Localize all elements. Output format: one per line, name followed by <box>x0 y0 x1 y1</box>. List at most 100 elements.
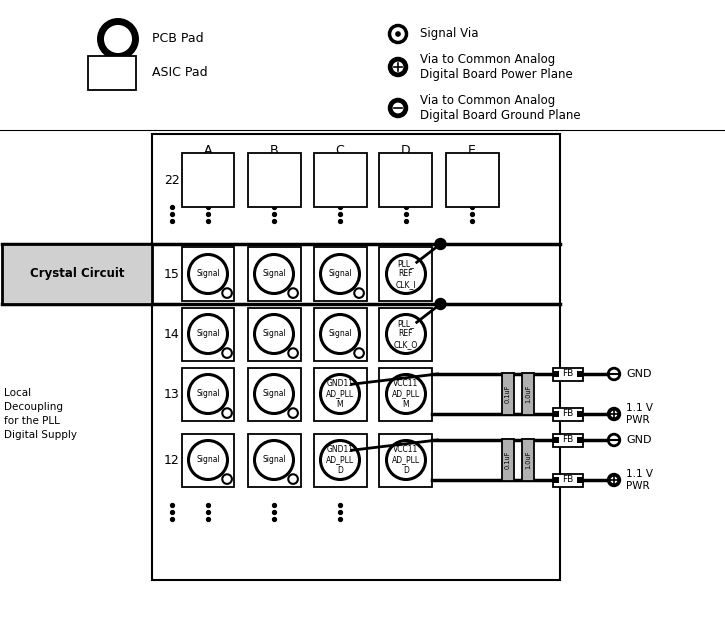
Circle shape <box>608 474 620 486</box>
Text: 22: 22 <box>164 174 180 187</box>
Text: 0.1uF: 0.1uF <box>505 451 511 469</box>
Bar <box>379 434 433 486</box>
Text: 15: 15 <box>164 267 180 281</box>
Text: Signal Via: Signal Via <box>420 27 478 40</box>
Circle shape <box>389 100 407 116</box>
Circle shape <box>223 408 232 418</box>
Bar <box>181 434 234 486</box>
Bar <box>553 411 560 417</box>
Circle shape <box>355 288 364 298</box>
Circle shape <box>320 315 360 353</box>
Text: Via to Common Analog
Digital Board Ground Plane: Via to Common Analog Digital Board Groun… <box>420 94 581 122</box>
Circle shape <box>355 348 364 358</box>
Text: Signal: Signal <box>196 389 220 399</box>
Text: C: C <box>336 144 344 157</box>
Text: E: E <box>468 144 476 157</box>
Text: FB: FB <box>563 409 573 419</box>
Bar <box>553 437 560 443</box>
Bar <box>313 368 367 420</box>
Text: Signal: Signal <box>328 330 352 338</box>
Circle shape <box>289 475 298 484</box>
Text: Signal: Signal <box>328 269 352 279</box>
Circle shape <box>289 288 298 298</box>
Circle shape <box>435 299 446 310</box>
Bar <box>522 373 534 415</box>
Bar <box>502 373 514 415</box>
Circle shape <box>101 22 136 57</box>
Circle shape <box>188 440 228 480</box>
Bar <box>2 244 152 304</box>
Text: Signal: Signal <box>262 455 286 465</box>
Bar <box>379 307 433 361</box>
Bar <box>181 368 234 420</box>
Bar <box>152 134 560 580</box>
Text: 1.0uF: 1.0uF <box>525 451 531 469</box>
Circle shape <box>188 315 228 353</box>
Bar <box>181 154 234 207</box>
Bar <box>247 307 300 361</box>
Bar <box>379 368 433 420</box>
Bar <box>553 371 560 378</box>
Text: 14: 14 <box>164 328 180 340</box>
Bar <box>313 248 367 300</box>
Circle shape <box>223 348 232 358</box>
Bar <box>445 154 499 207</box>
Bar <box>576 371 583 378</box>
Bar <box>522 439 534 481</box>
Text: Signal: Signal <box>262 389 286 399</box>
Bar <box>313 434 367 486</box>
Text: A: A <box>204 144 212 157</box>
Text: Signal: Signal <box>262 269 286 279</box>
Circle shape <box>389 26 407 42</box>
Circle shape <box>223 475 232 484</box>
Bar <box>576 437 583 443</box>
Bar <box>553 407 583 420</box>
Circle shape <box>386 315 426 353</box>
Text: GND: GND <box>626 435 652 445</box>
Circle shape <box>435 238 446 249</box>
Text: Signal: Signal <box>196 455 220 465</box>
Bar <box>313 154 367 207</box>
Text: GND11
AD_PLL
M: GND11 AD_PLL M <box>326 379 354 409</box>
Text: PCB Pad: PCB Pad <box>152 32 204 45</box>
Circle shape <box>223 288 232 298</box>
Circle shape <box>320 374 360 414</box>
Text: 1.0uF: 1.0uF <box>525 385 531 403</box>
Bar <box>379 248 433 300</box>
Circle shape <box>188 374 228 414</box>
Circle shape <box>386 254 426 294</box>
Text: PLL_
REF
CLK_I: PLL_ REF CLK_I <box>396 259 416 289</box>
Bar <box>181 307 234 361</box>
Circle shape <box>389 58 407 75</box>
Bar <box>247 154 300 207</box>
Bar <box>553 368 583 381</box>
Text: 0.1uF: 0.1uF <box>505 385 511 403</box>
Bar <box>576 411 583 417</box>
Text: Signal: Signal <box>196 269 220 279</box>
Circle shape <box>392 102 404 114</box>
Bar <box>247 248 300 300</box>
Text: Signal: Signal <box>262 330 286 338</box>
Circle shape <box>254 254 294 294</box>
Text: Signal: Signal <box>196 330 220 338</box>
Text: GND: GND <box>626 369 652 379</box>
Circle shape <box>188 254 228 294</box>
Bar <box>88 56 136 90</box>
Circle shape <box>254 440 294 480</box>
Text: ASIC Pad: ASIC Pad <box>152 67 207 80</box>
Text: GND11
AD_PLL
D: GND11 AD_PLL D <box>326 445 354 475</box>
Circle shape <box>610 476 618 484</box>
Circle shape <box>289 348 298 358</box>
Circle shape <box>254 374 294 414</box>
Text: Local
Decoupling
for the PLL
Digital Supply: Local Decoupling for the PLL Digital Sup… <box>4 388 77 440</box>
Bar <box>247 434 300 486</box>
Bar <box>313 307 367 361</box>
Circle shape <box>610 411 618 418</box>
Circle shape <box>608 368 620 380</box>
Circle shape <box>254 315 294 353</box>
Bar <box>379 154 433 207</box>
Circle shape <box>320 440 360 480</box>
Text: Crystal Circuit: Crystal Circuit <box>30 267 124 281</box>
Text: PLL_
REF
CLK_O: PLL_ REF CLK_O <box>394 319 418 349</box>
Text: Via to Common Analog
Digital Board Power Plane: Via to Common Analog Digital Board Power… <box>420 53 573 81</box>
